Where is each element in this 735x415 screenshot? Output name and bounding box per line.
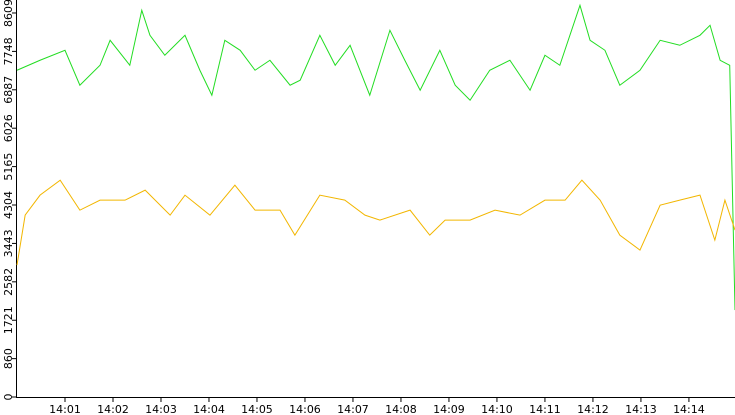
- x-tick-label: 14:06: [289, 403, 321, 415]
- x-tick-label: 14:05: [241, 403, 273, 415]
- series-line: [16, 3, 735, 311]
- x-tick-label: 14:11: [529, 403, 561, 415]
- y-tick-label: 6026: [2, 114, 15, 142]
- y-tick-label: 4304: [2, 191, 15, 219]
- y-tick-label: 5165: [2, 153, 15, 181]
- x-tick-label: 14:01: [49, 403, 81, 415]
- x-tick-label: 14:04: [193, 403, 225, 415]
- x-tick-label: 14:07: [337, 403, 369, 415]
- y-tick-label: 3443: [2, 229, 15, 257]
- x-tick-label: 14:12: [577, 403, 609, 415]
- y-tick-label: 6887: [2, 76, 15, 104]
- y-tick-label: 0: [2, 394, 15, 401]
- x-tick-label: 14:02: [97, 403, 129, 415]
- y-tick-label: 1721: [2, 306, 15, 334]
- y-tick-label: 2582: [2, 268, 15, 296]
- y-tick-label: 860: [2, 348, 15, 369]
- y-tick-label: 7748: [2, 37, 15, 65]
- y-tick-label: 8609: [2, 0, 15, 27]
- x-tick-label: 14:10: [481, 403, 513, 415]
- x-tick-label: 14:08: [385, 403, 417, 415]
- series-line: [16, 179, 735, 266]
- x-tick-label: 14:14: [673, 403, 705, 415]
- x-tick-label: 14:13: [625, 403, 657, 415]
- x-tick-label: 14:09: [433, 403, 465, 415]
- x-tick-label: 14:03: [145, 403, 177, 415]
